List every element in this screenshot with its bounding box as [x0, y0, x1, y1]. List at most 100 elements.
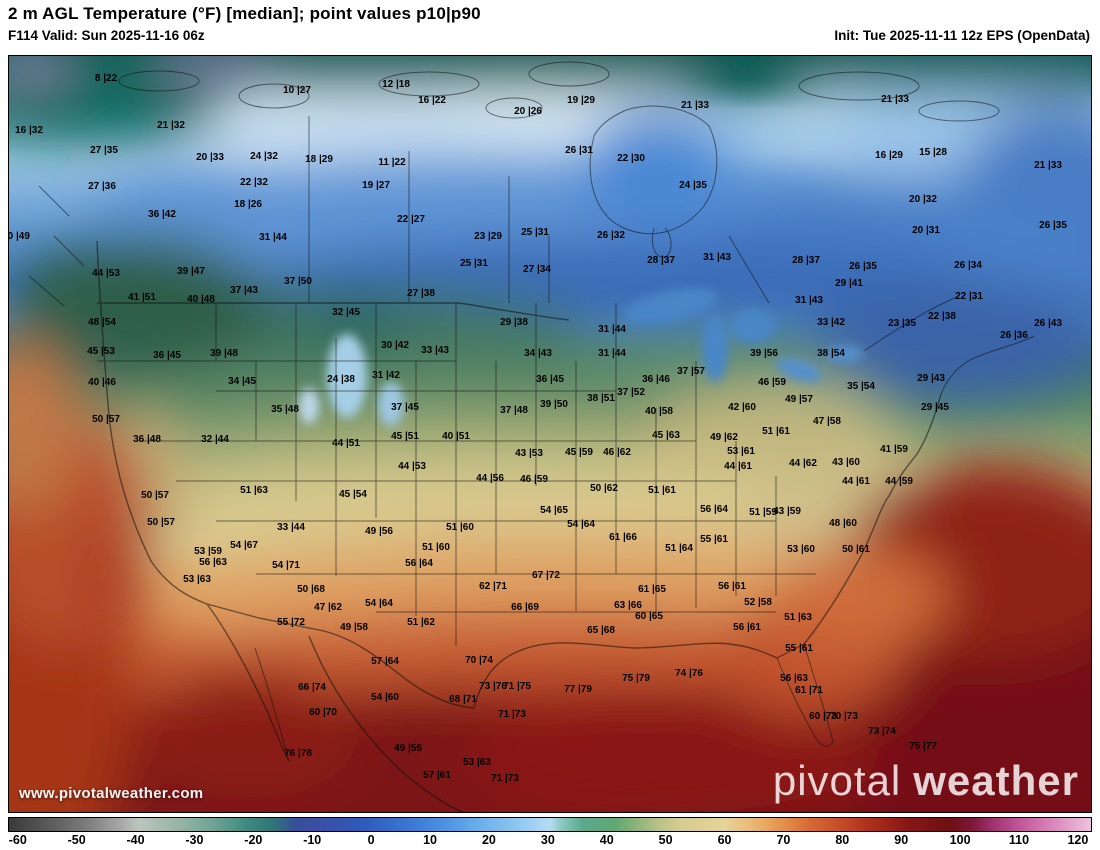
- point-value: 53 |59: [194, 546, 222, 557]
- colorbar-tick-label: -50: [67, 833, 86, 847]
- point-value: 33 |43: [421, 345, 449, 356]
- point-value: 49 |57: [785, 394, 813, 405]
- point-value: 16 |32: [15, 125, 43, 136]
- point-value: 74 |76: [675, 668, 703, 679]
- point-value: 61 |66: [609, 532, 637, 543]
- temperature-field: [9, 56, 1091, 812]
- colorbar-tick-label: 0: [367, 833, 375, 847]
- point-value: 21 |33: [1034, 160, 1062, 171]
- point-value: 41 |59: [880, 444, 908, 455]
- point-value: 61 |65: [638, 584, 666, 595]
- colorbar-tick-label: 90: [894, 833, 909, 847]
- point-value: 46 |62: [603, 447, 631, 458]
- colorbar-tick-label: -60: [8, 833, 27, 847]
- point-value: 39 |50: [540, 399, 568, 410]
- cold-pockets-and-lakes: [299, 288, 864, 426]
- point-value: 51 |60: [422, 542, 450, 553]
- point-value: 56 |63: [780, 673, 808, 684]
- point-value: 45 |54: [339, 489, 367, 500]
- point-value: 71 |73: [491, 773, 519, 784]
- point-value: 29 |38: [500, 317, 528, 328]
- point-value: 39 |47: [177, 266, 205, 277]
- point-value: 22 |30: [617, 153, 645, 164]
- point-value: 54 |67: [230, 540, 258, 551]
- point-value: 36 |45: [153, 350, 181, 361]
- init-time-label: Init: Tue 2025-11-11 12z EPS (OpenData): [834, 28, 1090, 43]
- point-value: 40 |51: [442, 431, 470, 442]
- map-canvas[interactable]: 8 |22 10 |27 12 |18 16 |22 20 |26 19 |29 21 |3…: [8, 55, 1092, 813]
- point-value: 66 |69: [511, 602, 539, 613]
- point-value: 18 |29: [305, 154, 333, 165]
- point-value: 49 |58: [340, 622, 368, 633]
- colorbar-tick-label: 20: [481, 833, 496, 847]
- point-value: 50 |57: [92, 414, 120, 425]
- colorbar-tick-label: 80: [835, 833, 850, 847]
- point-value: 38 |51: [587, 393, 615, 404]
- point-value: 16 |29: [875, 150, 903, 161]
- point-value: 56 |64: [405, 558, 433, 569]
- point-value: 61 |71: [795, 685, 823, 696]
- point-value: 24 |38: [327, 374, 355, 385]
- point-value: 40 |58: [645, 406, 673, 417]
- point-value: 21 |33: [681, 100, 709, 111]
- point-value: 20 |32: [909, 194, 937, 205]
- point-value: 44 |59: [885, 476, 913, 487]
- point-value: 56 |61: [733, 622, 761, 633]
- point-value: 51 |62: [407, 617, 435, 628]
- point-value: 36 |45: [536, 374, 564, 385]
- point-value: 22 |31: [955, 291, 983, 302]
- point-value: 29 |43: [917, 373, 945, 384]
- point-value: 51 |63: [240, 485, 268, 496]
- colorbar-tick-label: 60: [717, 833, 732, 847]
- point-value: 25 |31: [521, 227, 549, 238]
- point-value: 31 |44: [598, 324, 626, 335]
- point-value: 44 |61: [842, 476, 870, 487]
- point-value: 51 |64: [665, 543, 693, 554]
- colorbar-tick-label: 110: [1008, 833, 1030, 847]
- point-value: 60 |70: [309, 707, 337, 718]
- point-value: 33 |42: [817, 317, 845, 328]
- colorbar-tick-label: -10: [303, 833, 322, 847]
- point-value: 44 |53: [92, 268, 120, 279]
- point-value: 26 |34: [954, 260, 982, 271]
- point-value: 8 |22: [94, 73, 118, 84]
- point-value: 49 |56: [394, 743, 422, 754]
- point-value: 20 |33: [196, 152, 224, 163]
- point-value: 20 |31: [912, 225, 940, 236]
- point-values-layer: 8 |22 10 |27 12 |18 16 |22 20 |26 19 |29 21 |3…: [9, 56, 1091, 812]
- brand-word-pivotal: pivotal: [772, 757, 902, 804]
- weather-map-svg: [9, 56, 1091, 812]
- point-value: 50 |62: [590, 483, 618, 494]
- point-value: 57 |61: [423, 770, 451, 781]
- point-value: 70 |73: [830, 711, 858, 722]
- point-value: 29 |45: [921, 402, 949, 413]
- point-value: 10 |27: [283, 85, 311, 96]
- point-value: 51 |61: [648, 485, 676, 496]
- point-value: 30 |42: [381, 340, 409, 351]
- point-value: 53 |61: [727, 446, 755, 457]
- point-value: 26 |36: [1000, 330, 1028, 341]
- point-value: 54 |65: [540, 505, 568, 516]
- point-value: 22 |38: [928, 311, 956, 322]
- point-value: 75 |77: [909, 741, 937, 752]
- point-value: 48 |54: [88, 317, 116, 328]
- point-value: 27 |35: [90, 145, 118, 156]
- point-value: 37 |50: [284, 276, 312, 287]
- point-value: 50 |61: [842, 544, 870, 555]
- colorbar-tick-label: 30: [540, 833, 555, 847]
- point-value: 54 |64: [567, 519, 595, 530]
- point-value: 44 |62: [789, 458, 817, 469]
- point-value: 40 |49: [8, 231, 30, 242]
- valid-time-label: F114 Valid: Sun 2025-11-16 06z: [8, 28, 205, 43]
- point-value: 44 |51: [332, 438, 360, 449]
- point-value: 22 |27: [397, 214, 425, 225]
- point-value: 32 |44: [201, 434, 229, 445]
- point-value: 55 |72: [277, 617, 305, 628]
- colorbar-gradient: [8, 817, 1092, 832]
- point-value: 31 |43: [703, 252, 731, 263]
- colorbar-tick-label: -40: [126, 833, 145, 847]
- point-value: 36 |48: [133, 434, 161, 445]
- point-value: 54 |71: [272, 560, 300, 571]
- lake-erie: [775, 357, 823, 383]
- point-value: 37 |43: [230, 285, 258, 296]
